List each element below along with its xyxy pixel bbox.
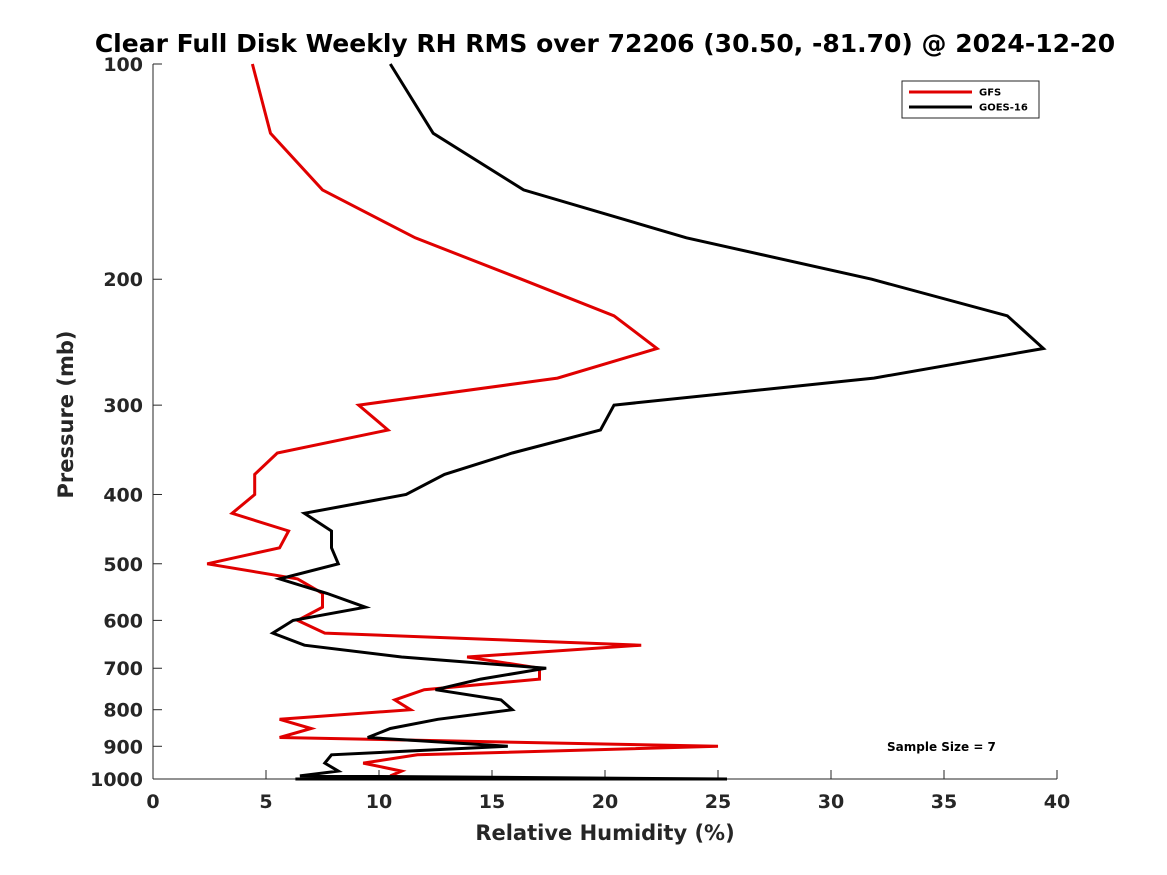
- legend: GFS GOES-16: [901, 80, 1040, 119]
- x-tick-label: 35: [931, 791, 957, 813]
- y-tick-label: 700: [103, 658, 143, 680]
- chart-title: Clear Full Disk Weekly RH RMS over 72206…: [95, 29, 1115, 58]
- legend-label: GOES-16: [979, 103, 1028, 114]
- axes: 0 5 10 15 20 25 30 35 40 100 200 300 400 500 600 700 800…: [90, 54, 1070, 813]
- y-tick-label: 500: [103, 554, 143, 576]
- series-line-goes-16: [269, 63, 1047, 781]
- series-line-gfs: [206, 63, 719, 781]
- series-layer: [206, 63, 1047, 781]
- y-tick-label: 300: [103, 395, 143, 417]
- y-tick-label: 900: [103, 736, 143, 758]
- legend-box: [901, 80, 1040, 119]
- x-tick-label: 0: [146, 791, 159, 813]
- x-tick-label: 10: [366, 791, 392, 813]
- x-axis-label: Relative Humidity (%): [475, 821, 734, 845]
- x-tick-label: 40: [1044, 791, 1070, 813]
- y-tick-label: 800: [103, 700, 143, 722]
- x-tick-label: 25: [705, 791, 731, 813]
- y-tick-label: 100: [103, 54, 143, 76]
- y-tick-label: 200: [103, 269, 143, 291]
- y-tick-label: 600: [103, 610, 143, 632]
- y-tick-label: 1000: [90, 769, 143, 791]
- x-tick-label: 5: [259, 791, 272, 813]
- x-tick-label: 15: [479, 791, 505, 813]
- x-tick-label: 20: [592, 791, 618, 813]
- y-axis-label: Pressure (mb): [54, 331, 78, 499]
- sample-size-annotation: Sample Size = 7: [887, 740, 996, 754]
- x-tick-label: 30: [818, 791, 844, 813]
- y-tick-label: 400: [103, 484, 143, 506]
- legend-label: GFS: [979, 88, 1001, 99]
